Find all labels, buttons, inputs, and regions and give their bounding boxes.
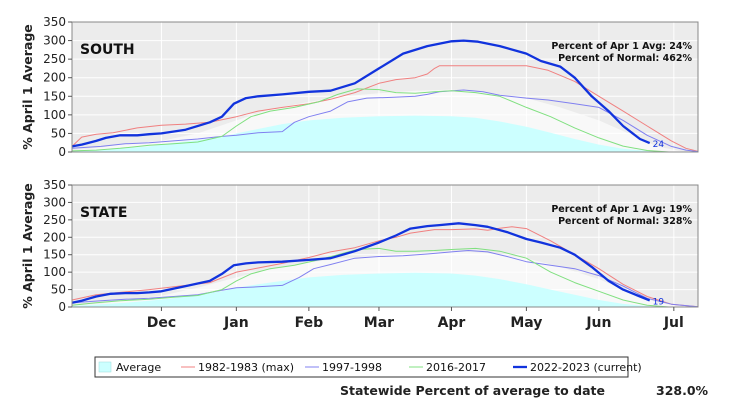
panel-1-title: SOUTH: [80, 42, 135, 58]
panel-1-ylabel: % April 1 Average: [20, 24, 35, 150]
panel-2-ytick-label-300: 300: [43, 195, 66, 209]
panel-1-series-2022-2023-current: [71, 39, 651, 148]
legend-2022-2023-current-label: 2022-2023 (current): [530, 361, 642, 374]
legend-average-swatch: [98, 361, 112, 373]
xtick-label-jul: Jul: [663, 315, 684, 331]
panel-2-ytick-label-200: 200: [43, 230, 66, 244]
statewide-percent-value: 328.0%: [656, 383, 709, 398]
legend-average-label: Average: [116, 361, 161, 374]
panel-2-stat-normal: Percent of Normal: 328%: [558, 216, 692, 227]
panel-2-series-average-area: [72, 272, 669, 307]
xtick-label-jun: Jun: [585, 315, 611, 331]
statewide-percent-label: Statewide Percent of average to date: [340, 383, 605, 398]
panel-2-ytick-label-250: 250: [43, 213, 66, 227]
xtick-label-feb: Feb: [295, 315, 324, 331]
legend-box: [94, 356, 629, 378]
panel-1-series-1982-1983-max: [71, 65, 699, 152]
panel-2-ytick-label-0: 0: [58, 300, 66, 314]
panel-1-ytick-label-350: 350: [43, 15, 66, 29]
panel-1-stat-normal: Percent of Normal: 462%: [558, 53, 692, 64]
panel-1-end-label: 24: [653, 140, 665, 150]
panel-2-ytick-label-50: 50: [51, 283, 66, 297]
xtick-label-mar: Mar: [364, 315, 394, 331]
panel-2-end-label: 19: [653, 297, 665, 307]
panel-1-ytick-label-50: 50: [51, 126, 66, 140]
legend-2016-2017-label: 2016-2017: [426, 361, 486, 374]
panel-2-series-2022-2023-current: [71, 222, 651, 304]
panel-1-ytick-label-100: 100: [43, 108, 66, 122]
xtick-label-jan: Jan: [223, 315, 249, 331]
panel-1-ytick-label-300: 300: [43, 34, 66, 48]
legend-1997-1998-label: 1997-1998: [322, 361, 382, 374]
panel-2-plot-border: [71, 184, 699, 308]
panel-2-ylabel: % April 1 Average: [20, 183, 35, 309]
xtick-label-dec: Dec: [147, 315, 176, 331]
xtick-label-apr: Apr: [438, 315, 466, 331]
panel-1-ytick-label-200: 200: [43, 71, 66, 85]
panel-1-ytick-label-250: 250: [43, 52, 66, 66]
panel-1-series-1997-1998: [71, 89, 699, 153]
panel-1-ytick-label-0: 0: [58, 145, 66, 159]
panel-2-series-2016-2017: [71, 247, 670, 308]
panel-2-ytick-label-100: 100: [43, 265, 66, 279]
panel-1-plot-border: [71, 21, 699, 153]
panel-2-title: STATE: [80, 205, 127, 221]
panel-2-series-1997-1998: [71, 250, 699, 308]
legend-1982-1983-max-label: 1982-1983 (max): [198, 361, 294, 374]
panel-2-stat-apr1: Percent of Apr 1 Avg: 19%: [551, 204, 692, 215]
panel-1-series-average-area: [72, 115, 669, 152]
panel-1-ytick-label-150: 150: [43, 89, 66, 103]
panel-1-series-2016-2017: [71, 88, 670, 153]
xtick-label-may: May: [510, 315, 542, 331]
panel-1-stat-apr1: Percent of Apr 1 Avg: 24%: [551, 41, 692, 52]
snowpack-chart: 24 0 50 100 150 200 250 300 350 % April 1 Average…: [20, 15, 699, 378]
panel-2-ytick-label-350: 350: [43, 178, 66, 192]
panel-2-ytick-label-150: 150: [43, 248, 66, 262]
